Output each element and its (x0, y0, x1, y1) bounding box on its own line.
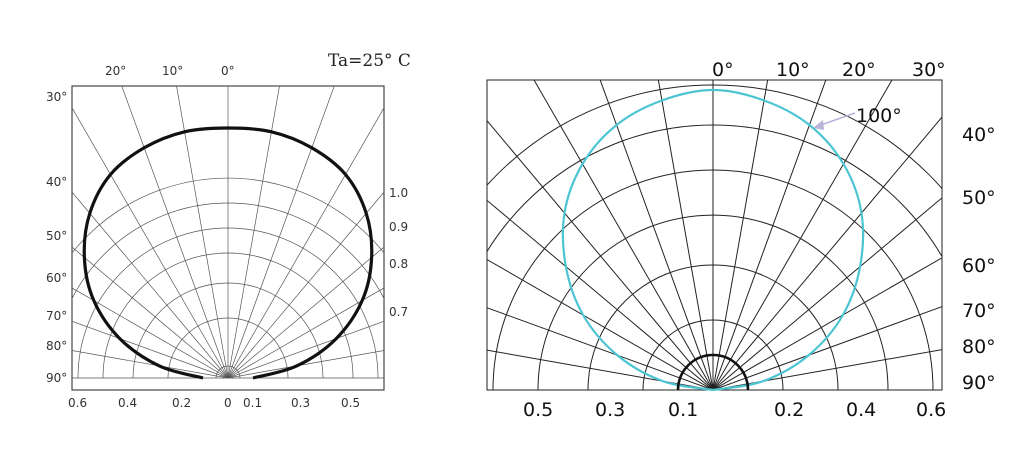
left-grid-spoke (176, 86, 229, 379)
right-grid-spoke (712, 116, 942, 390)
left-grid-spoke (227, 320, 384, 379)
left-bottom-tick-label: 0.6 (68, 396, 87, 410)
left-grid-spoke (227, 287, 384, 379)
right-grid-spoke (712, 80, 893, 390)
right-angle-label: 70° (962, 300, 996, 322)
right-grid-spoke (712, 80, 827, 390)
right-annotation: 100° (856, 105, 902, 127)
left-grid-spoke (227, 191, 384, 379)
left-bottom-tick-label: 0.4 (118, 396, 137, 410)
right-grid-spoke (712, 349, 942, 390)
right-grid-spoke (487, 349, 714, 390)
right-bottom-tick-label: 0.1 (668, 399, 698, 421)
right-polar-grid (487, 80, 942, 390)
left-grid-spoke (121, 86, 229, 379)
right-bottom-tick-label: 0.6 (916, 399, 946, 421)
right-annotation-arrowhead (813, 120, 824, 130)
left-annotation: Ta=25° C (328, 51, 411, 71)
right-angle-label: 60° (962, 255, 996, 277)
left-grid-spoke (72, 320, 229, 379)
right-grid-spoke (712, 257, 942, 390)
left-grid-spoke (227, 246, 384, 379)
right-grid-spoke (487, 307, 714, 390)
left-grid-spoke (227, 350, 384, 379)
right-grid-spoke (712, 306, 942, 390)
right-angle-label: 40° (962, 124, 996, 146)
right-bottom-tick-label: 0.3 (595, 399, 625, 421)
left-grid-spoke (227, 86, 335, 379)
right-angle-label: 80° (962, 336, 996, 358)
right-bottom-tick-label: 0.4 (846, 399, 876, 421)
right-grid-spoke (487, 119, 714, 390)
left-radius-label: 0.9 (389, 220, 408, 234)
left-bottom-tick-label: 0 (224, 396, 232, 410)
right-grid-spoke (533, 80, 714, 390)
left-bottom-tick-label: 0.1 (243, 396, 262, 410)
left-angle-label: 60° (46, 271, 67, 285)
right-annotation-arrow (817, 112, 856, 127)
right-intensity-curve (561, 88, 865, 392)
right-bottom-tick-label: 0.2 (774, 399, 804, 421)
left-angle-label: 80° (46, 339, 67, 353)
left-top-angle-label: 0° (221, 64, 235, 78)
right-center-arc (676, 353, 750, 391)
left-grid-spoke (227, 107, 384, 379)
left-radius-label: 1.0 (389, 186, 408, 200)
left-polar-chart: Ta=25° C 20° 10° 0° 30° 40° 50° 60° 70° … (46, 51, 411, 410)
right-bottom-tick-label: 0.5 (523, 399, 553, 421)
left-grid-spoke (227, 86, 280, 379)
left-grid-spoke (72, 350, 229, 379)
left-grid-spoke (72, 107, 229, 379)
left-radius-label: 0.8 (389, 257, 408, 271)
left-grid-spoke (72, 191, 229, 379)
left-bottom-tick-label: 0.2 (172, 396, 191, 410)
right-polar-chart: 100° 0° 10° 20° 30° 40° 50° 60° 70° 80° … (486, 59, 996, 421)
left-grid-spoke (72, 246, 229, 379)
left-angle-label: 90° (46, 371, 67, 385)
right-grid-spoke (712, 197, 942, 390)
right-top-angle-label: 10° (776, 59, 810, 81)
left-bottom-tick-label: 0.3 (291, 396, 310, 410)
left-bottom-tick-label: 0.5 (341, 396, 360, 410)
right-top-angle-label: 0° (712, 59, 734, 81)
left-radius-label: 0.7 (389, 305, 408, 319)
left-angle-label: 30° (46, 90, 67, 104)
left-angle-label: 40° (46, 175, 67, 189)
left-angle-label: 50° (46, 229, 67, 243)
right-grid-spoke (487, 199, 714, 390)
right-top-angle-label: 20° (842, 59, 876, 81)
right-grid-spoke (712, 80, 769, 390)
left-intensity-curve (82, 126, 374, 380)
left-angle-label: 70° (46, 309, 67, 323)
right-angle-label: 50° (962, 187, 996, 209)
left-grid-spoke (72, 287, 229, 379)
right-grid-spoke (599, 80, 714, 390)
left-top-angle-label: 20° (105, 64, 126, 78)
right-top-angle-label: 30° (912, 59, 946, 81)
left-top-angle-label: 10° (162, 64, 183, 78)
right-angle-label: 90° (962, 372, 996, 394)
right-grid-spoke (657, 80, 714, 390)
right-grid-spoke (487, 258, 714, 390)
left-polar-grid (72, 86, 384, 379)
